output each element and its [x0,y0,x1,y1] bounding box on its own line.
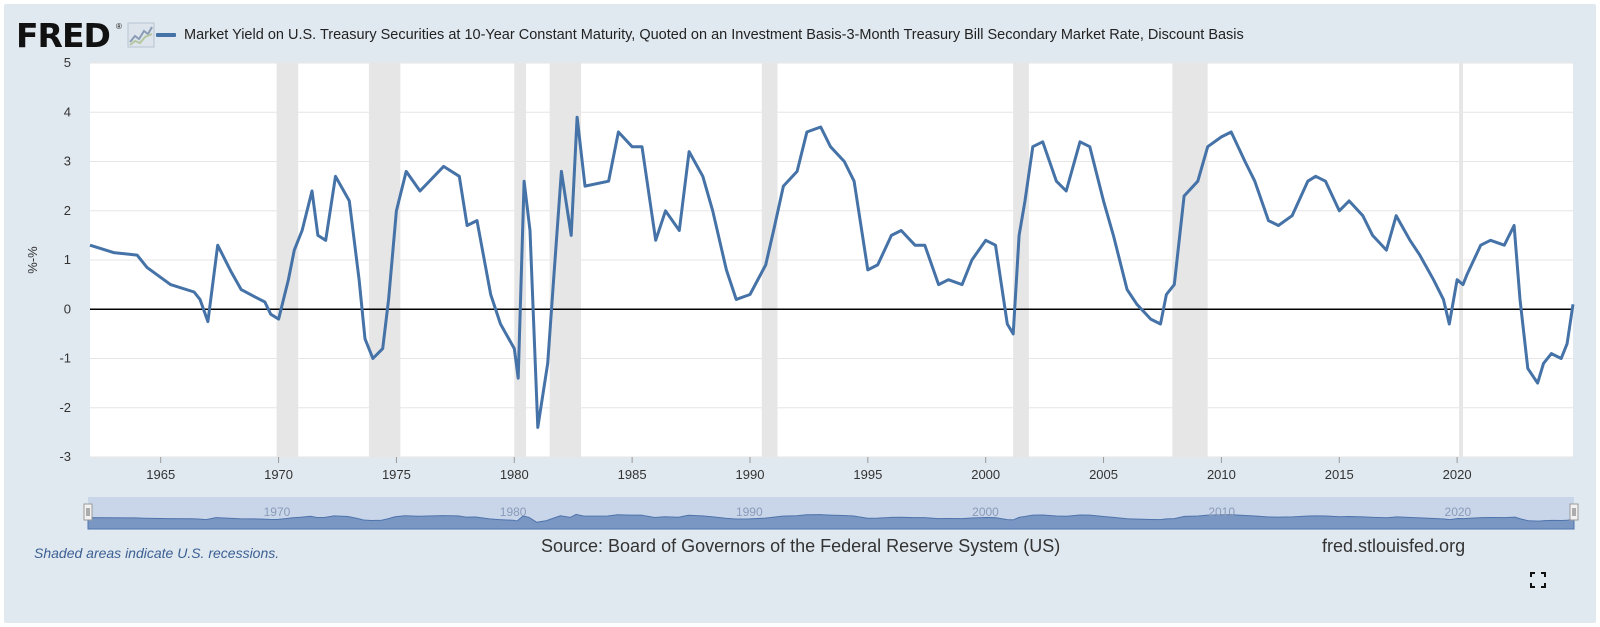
navigator-handle-left[interactable] [83,503,93,521]
legend-label: Market Yield on U.S. Treasury Securities… [184,27,1244,43]
navigator-label: 1970 [264,505,291,519]
x-axis-ticks: 1965 1970 1975 1980 1985 1990 1995 2000 2005 2010… [146,457,1472,480]
y-tick-label: 3 [64,154,71,169]
y-tick-label: -3 [59,449,71,464]
x-tick-label: 1980 [500,467,529,480]
x-tick-label: 1985 [618,467,647,480]
site-link[interactable]: fred.stlouisfed.org [1322,536,1466,556]
main-chart[interactable]: 5 4 3 2 1 0 -1 -2 -3 1965 1970 1975 1980 1985 1990 199… [0,0,1600,480]
x-tick-label: 2000 [971,467,1000,480]
x-tick-label: 1975 [382,467,411,480]
navigator-handle-right[interactable] [1569,503,1579,521]
x-tick-label: 1970 [264,467,293,480]
series-line[interactable] [89,115,1575,429]
navigator-label: 1990 [736,505,763,519]
registered-mark: ® [116,22,122,31]
fullscreen-icon[interactable] [1530,572,1546,588]
x-tick-label: 2020 [1443,467,1472,480]
y-tick-label: 0 [64,301,71,316]
x-tick-label: 1990 [736,467,765,480]
y-tick-label: -2 [59,400,71,415]
time-navigator[interactable]: 1970 1980 1990 2000 2010 2020 [0,0,1600,540]
y-tick-label: 1 [64,252,71,267]
y-axis-label: %-% [25,246,40,274]
navigator-series-area [87,513,1575,530]
grid-lines [90,62,1573,458]
y-tick-label: -1 [59,351,71,366]
x-tick-label: 2015 [1325,467,1354,480]
x-tick-label: 2005 [1089,467,1118,480]
fred-logo[interactable]: FRED [16,16,111,55]
y-tick-label: 4 [64,104,71,119]
y-tick-label: 2 [64,203,71,218]
navigator-label: 2010 [1208,505,1235,519]
recession-note: Shaded areas indicate U.S. recessions. [34,545,280,561]
x-tick-label: 1995 [853,467,882,480]
navigator-label: 1980 [500,505,527,519]
legend-swatch [156,33,176,37]
chart-header: FRED ® Market Yield on U.S. Treasury Sec… [14,12,1584,55]
y-axis-ticks: 5 4 3 2 1 0 -1 -2 -3 [59,55,71,464]
source-text: Source: Board of Governors of the Federa… [541,536,1061,556]
y-tick-label: 5 [64,55,71,70]
x-tick-label: 1965 [146,467,175,480]
x-tick-label: 2010 [1207,467,1236,480]
navigator-label: 2000 [972,505,999,519]
chart-legend[interactable]: Market Yield on U.S. Treasury Securities… [156,20,1244,50]
navigator-labels: 1970 1980 1990 2000 2010 2020 [264,505,1472,519]
navigator-label: 2020 [1445,505,1472,519]
line-chart-icon [127,22,155,48]
